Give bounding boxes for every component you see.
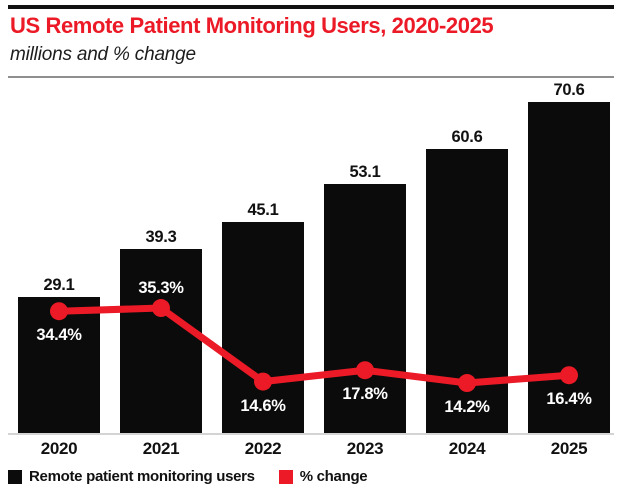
legend-item-pct-change: % change [278,468,368,485]
chart-title: US Remote Patient Monitoring Users, 2020… [10,13,494,38]
header-divider [8,76,614,78]
line-path [55,304,573,387]
legend: Remote patient monitoring users % change [8,468,368,485]
year-label: 2021 [142,439,180,458]
bar-series-swatch [8,469,22,484]
line-dot [458,374,476,393]
bar-value-label: 45.1 [247,200,279,219]
pct-change-label: 17.8% [342,385,388,404]
line-dot [356,361,374,380]
legend-label: Remote patient monitoring users [29,468,255,485]
pct-change-label: 14.6% [240,396,286,415]
legend-label: % change [299,468,368,485]
line-dot [254,372,272,391]
line-dot [50,302,68,321]
bar-value-label: 39.3 [145,228,177,247]
line-series-swatch [278,469,293,484]
bar [324,184,406,434]
bar-value-label: 60.6 [451,128,483,147]
bar-value-label: 70.6 [553,81,585,100]
year-label: 2022 [244,439,282,458]
top-rule [8,5,614,9]
year-label: 2025 [550,439,588,458]
bar [120,249,202,434]
pct-change-label: 35.3% [138,279,184,298]
pct-change-label: 16.4% [546,390,592,409]
x-axis-line [8,433,614,435]
pct-change-label: 14.2% [444,398,490,417]
line-dot [152,299,170,318]
bar-value-label: 53.1 [349,163,381,182]
bar-value-label: 29.1 [43,276,75,295]
year-label: 2023 [346,439,384,458]
line-dot [560,366,578,385]
year-label: 2024 [448,439,486,458]
legend-item-users: Remote patient monitoring users [8,468,255,485]
bar [222,221,304,434]
chart-subtitle: millions and % change [10,44,196,65]
year-label: 2020 [40,439,78,458]
pct-change-label: 34.4% [36,326,82,345]
